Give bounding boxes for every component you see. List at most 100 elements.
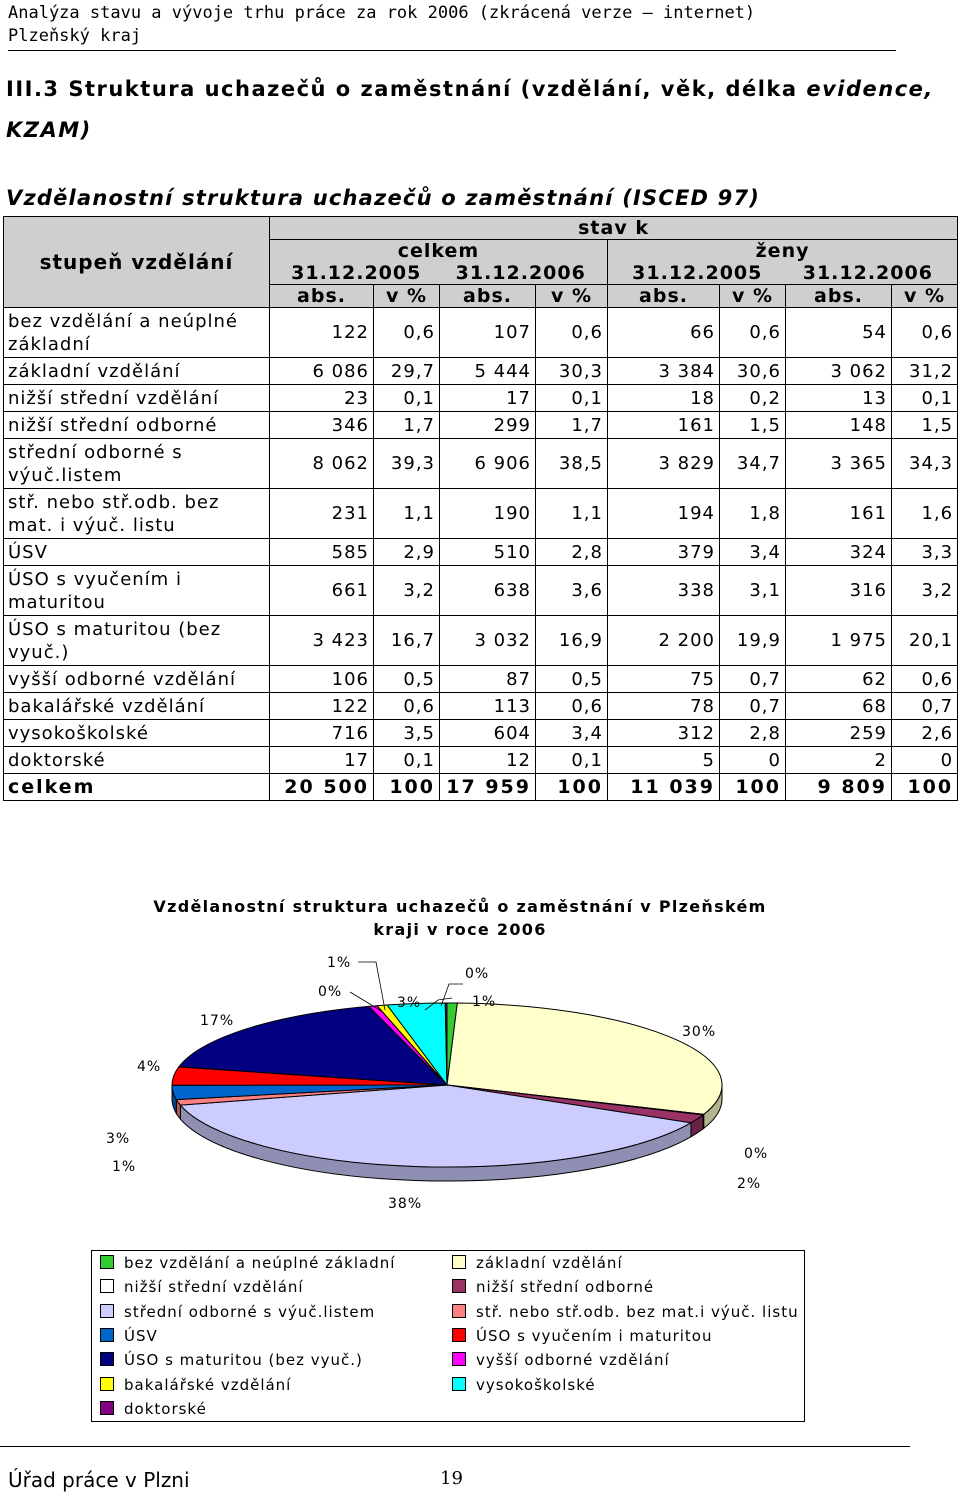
table-title: Vzdělanostní struktura uchazečů o zaměst…: [6, 186, 761, 210]
legend-swatch: [100, 1279, 114, 1294]
legend-label: střední odborné s výuč.listem: [124, 1302, 376, 1321]
legend-swatch: [452, 1376, 466, 1391]
header-celkem-dates: 31.12.2005 31.12.2006: [274, 262, 603, 284]
cell-value: 346: [269, 411, 374, 439]
cell-value: 716: [269, 719, 374, 747]
section-title-continued: KZAM): [6, 118, 92, 142]
row-label: ÚSO s vyučením i maturitou: [3, 565, 270, 616]
row-label: celkem: [3, 773, 270, 801]
cell-value: 107: [439, 307, 536, 358]
table-row: vyšší odborné vzdělání 106 0,5 87 0,5 75 0,7 62…: [3, 665, 959, 693]
cell-value: 100: [535, 773, 608, 801]
header-pct: v %: [373, 284, 440, 308]
cell-value: 312: [607, 719, 720, 747]
cell-value: 0: [719, 746, 786, 774]
cell-value: 324: [785, 538, 892, 566]
footer-office: Úřad práce v Plzni: [8, 1468, 190, 1492]
pie-label: 1%: [472, 994, 496, 1010]
table-row: stř. nebo stř.odb. bez mat. i výuč. list…: [3, 488, 959, 539]
legend-label: nižší střední vzdělání: [124, 1278, 304, 1297]
cell-value: 2: [785, 746, 892, 774]
pie-leaders: [349, 961, 463, 1013]
legend-item: nižší střední odborné: [452, 1278, 654, 1296]
pie-chart: 1% 0% 0% 3% 1% 30% 17% 4% 3% 1% 0% 2% 38%: [106, 955, 768, 1212]
cell-value: 113: [439, 692, 536, 720]
header-stupen-vzdelani: stupeň vzdělání: [3, 216, 270, 308]
cell-value: 0,6: [373, 307, 440, 358]
header-date: 31.12.2006: [455, 262, 586, 284]
cell-value: 0,1: [890, 384, 959, 412]
cell-value: 0,6: [890, 665, 959, 693]
cell-value: 5: [607, 746, 720, 774]
header-rule: [8, 50, 896, 51]
cell-value: 1,1: [535, 488, 608, 539]
cell-value: 0,7: [719, 665, 786, 693]
pie-leader-line: [424, 997, 453, 1011]
cell-value: 75: [607, 665, 720, 693]
cell-value: 2,6: [890, 719, 959, 747]
pie-top: [171, 1002, 723, 1168]
cell-value: 0,7: [890, 692, 959, 720]
row-label: střední odborné s výuč.listem: [3, 438, 270, 489]
cell-value: 0,7: [719, 692, 786, 720]
legend-swatch: [452, 1327, 466, 1342]
cell-value: 17: [269, 746, 374, 774]
cell-value: 20 500: [269, 773, 374, 801]
cell-value: 11 039: [607, 773, 720, 801]
cell-value: 17 959: [439, 773, 536, 801]
cell-value: 19,9: [719, 615, 786, 666]
pie-leader-line: [440, 983, 463, 1007]
cell-value: 30,6: [719, 357, 786, 385]
row-label: ÚSO s maturitou (bez vyuč.): [3, 615, 270, 666]
cell-value: 34,7: [719, 438, 786, 489]
page-number: 19: [440, 1468, 463, 1489]
cell-value: 3,2: [890, 565, 959, 616]
legend-item: vysokoškolské: [452, 1376, 596, 1394]
table-row: bez vzdělání a neúplné základní 122 0,6 107…: [3, 307, 959, 358]
table-row: doktorské 17 0,1 12 0,1 5 0 2 0: [3, 746, 959, 774]
footer-rule: [0, 1446, 910, 1447]
header-celkem-label: celkem: [397, 240, 480, 262]
cell-value: 3,6: [535, 565, 608, 616]
cell-value: 0,1: [535, 746, 608, 774]
cell-value: 2 200: [607, 615, 720, 666]
row-label: základní vzdělání: [3, 357, 270, 385]
header-stav-k: stav k: [268, 216, 959, 240]
legend-label: stř. nebo stř.odb. bez mat.i výuč. listu: [476, 1302, 799, 1321]
cell-value: 638: [439, 565, 536, 616]
cell-value: 3 423: [269, 615, 374, 666]
cell-value: 106: [269, 665, 374, 693]
education-table: stupeň vzdělání stav k celkem 31.12.2005…: [3, 216, 959, 801]
table-row: ÚSO s vyučením i maturitou 661 3,2 638 3,6 33…: [3, 565, 959, 616]
cell-value: 13: [785, 384, 892, 412]
table-row: ÚSO s maturitou (bez vyuč.) 3 423 16,7 3 03…: [3, 615, 959, 666]
legend-item: doktorské: [100, 1400, 207, 1418]
pie-slice: [444, 1002, 448, 1086]
chart-title-line1: Vzdělanostní struktura uchazečů o zaměst…: [153, 897, 767, 916]
cell-value: 18: [607, 384, 720, 412]
pie-label: 2%: [737, 1176, 761, 1192]
report-header-region: Plzeňský kraj: [8, 26, 142, 46]
chart-legend: bez vzdělání a neúplné základní základní …: [91, 1250, 805, 1422]
cell-value: 3,1: [719, 565, 786, 616]
legend-item: ÚSO s maturitou (bez vyuč.): [100, 1351, 363, 1369]
cell-value: 194: [607, 488, 720, 539]
header-date: 31.12.2005: [291, 262, 422, 284]
cell-value: 661: [269, 565, 374, 616]
cell-value: 0,2: [719, 384, 786, 412]
cell-value: 39,3: [373, 438, 440, 489]
table-row-total: celkem 20 500 100 17 959 100 11 039 100 …: [3, 773, 959, 801]
table-row: nižší střední vzdělání 23 0,1 17 0,1 18 0,2 13 0…: [3, 384, 959, 412]
cell-value: 3 829: [607, 438, 720, 489]
pie-slice: [446, 1002, 723, 1115]
header-pct: v %: [890, 284, 959, 308]
cell-value: 0,1: [373, 384, 440, 412]
cell-value: 3 365: [785, 438, 892, 489]
cell-value: 379: [607, 538, 720, 566]
cell-value: 23: [269, 384, 374, 412]
cell-value: 0: [890, 746, 959, 774]
table-row: bakalářské vzdělání 122 0,6 113 0,6 78 0,7 68 0,…: [3, 692, 959, 720]
cell-value: 87: [439, 665, 536, 693]
cell-value: 3 384: [607, 357, 720, 385]
pie-label: 0%: [744, 1146, 768, 1162]
